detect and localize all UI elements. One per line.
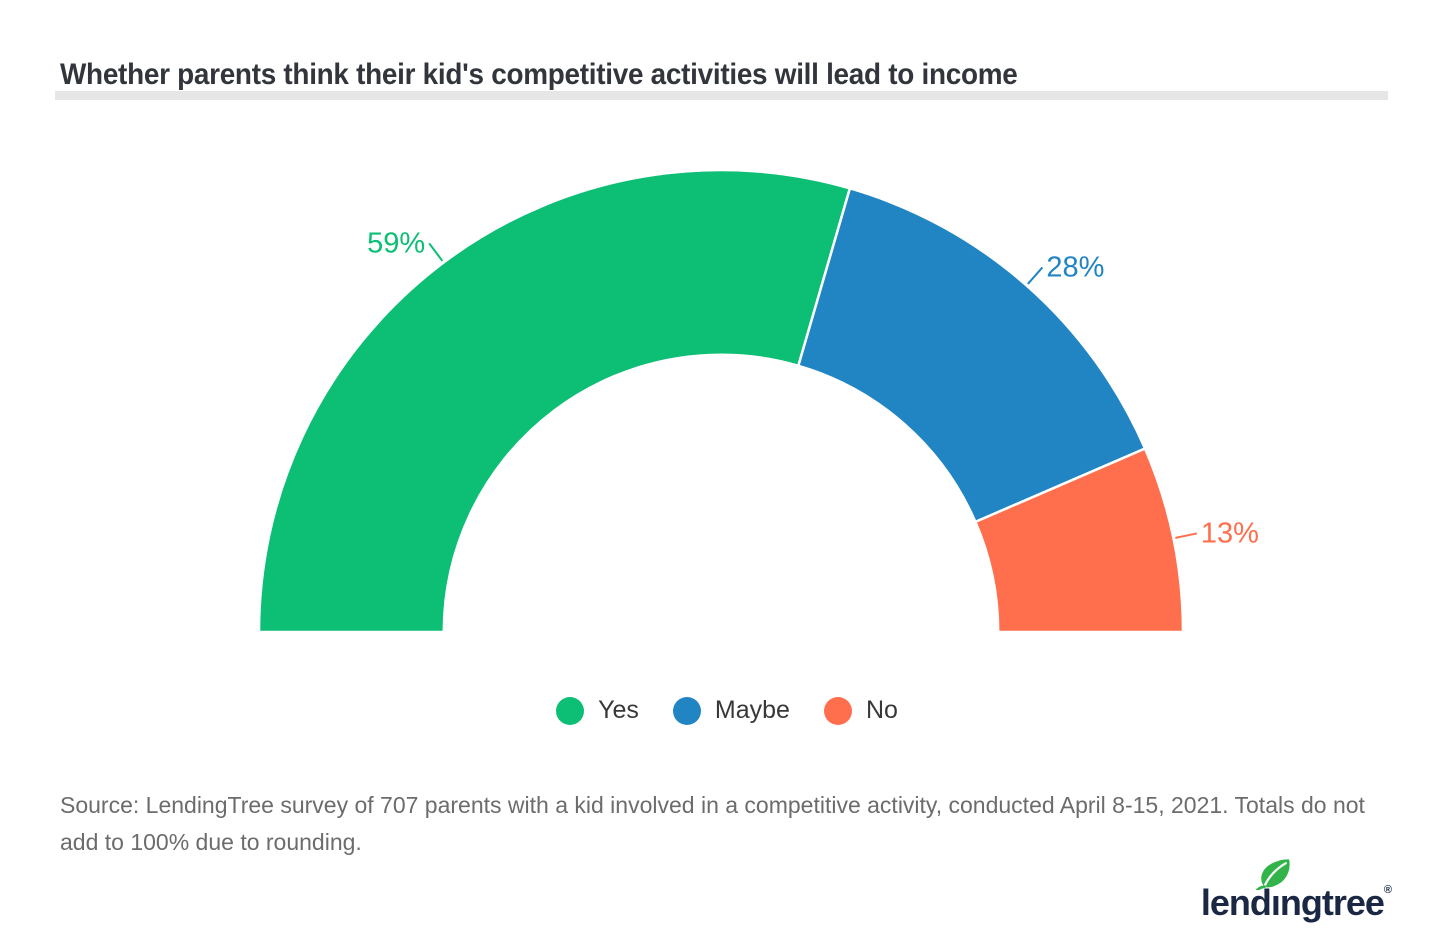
slice-maybe[interactable]	[796, 186, 1147, 524]
brand-logo[interactable]: lendıngtree®	[1200, 859, 1392, 926]
data-label-yes: 59%	[367, 227, 425, 259]
brand-name: lendıngtree	[1200, 882, 1385, 923]
chart-area: 59% 28% 13%	[0, 150, 1454, 650]
legend-item-no[interactable]: No	[823, 696, 898, 725]
legend-item-yes[interactable]: Yes	[556, 696, 639, 725]
legend-label-no: No	[865, 696, 898, 724]
label-connector-maybe	[1027, 266, 1044, 285]
leaf-icon	[1255, 859, 1290, 890]
legend-marker-maybe	[672, 696, 701, 725]
gauge-chart: 59% 28% 13%	[257, 168, 1259, 634]
data-label-maybe: 28%	[1046, 251, 1104, 283]
legend-item-maybe[interactable]: Maybe	[672, 696, 790, 725]
source-note: Source: LendingTree survey of 707 parent…	[60, 792, 1365, 855]
registered-mark: ®	[1383, 884, 1392, 896]
legend-label-yes: Yes	[598, 696, 639, 724]
legend-marker-no	[823, 696, 852, 725]
chart-legend: Yes Maybe No	[0, 696, 1454, 725]
label-connector-yes	[428, 242, 444, 262]
legend-marker-yes	[556, 696, 585, 725]
slice-no[interactable]	[973, 446, 1185, 634]
title-divider	[55, 91, 1388, 100]
page-title: Whether parents think their kid's compet…	[60, 58, 1018, 92]
data-label-no: 13%	[1201, 517, 1259, 549]
label-connector-no	[1175, 532, 1198, 539]
slice-yes[interactable]	[257, 168, 852, 634]
brand-wordmark: lendıngtree®	[1200, 859, 1392, 924]
legend-label-maybe: Maybe	[714, 696, 790, 724]
